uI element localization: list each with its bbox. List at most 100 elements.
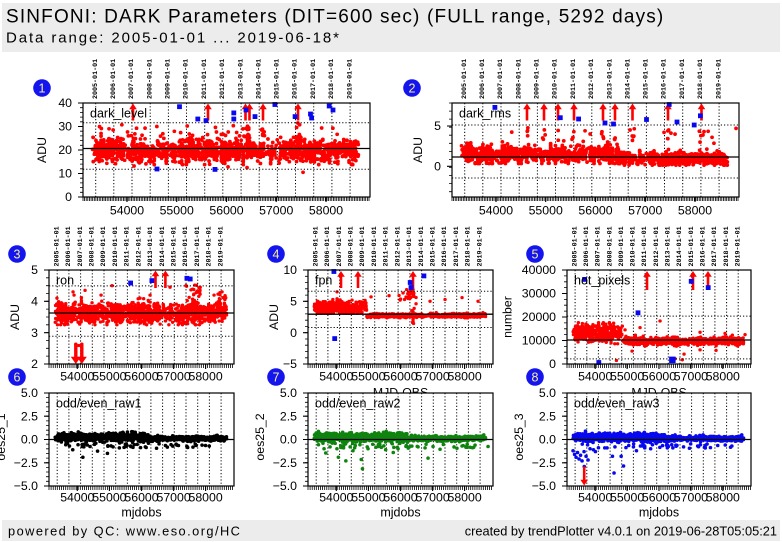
svg-text:3: 3 (14, 247, 21, 261)
svg-text:2015-01-01: 2015-01-01 (688, 226, 696, 266)
svg-text:2016-01-01: 2016-01-01 (441, 226, 449, 266)
svg-text:4: 4 (273, 247, 280, 261)
svg-text:55000: 55000 (351, 370, 385, 384)
svg-text:56000: 56000 (383, 491, 417, 505)
svg-text:3: 3 (31, 326, 38, 340)
svg-text:54000: 54000 (110, 204, 144, 218)
svg-text:oes25_3: oes25_3 (512, 413, 526, 460)
svg-text:2005-01-01: 2005-01-01 (571, 226, 579, 266)
svg-text:odd/even_raw2: odd/even_raw2 (315, 397, 401, 411)
svg-text:56000: 56000 (642, 491, 676, 505)
svg-text:2006-01-01: 2006-01-01 (65, 226, 73, 266)
svg-text:odd/even_raw1: odd/even_raw1 (56, 397, 142, 411)
svg-text:2005-01-01: 2005-01-01 (461, 59, 469, 99)
svg-text:30000: 30000 (522, 287, 556, 301)
svg-text:30: 30 (58, 120, 72, 134)
svg-text:6: 6 (14, 370, 21, 384)
svg-text:2016-01-01: 2016-01-01 (700, 226, 708, 266)
svg-text:55000: 55000 (92, 370, 126, 384)
svg-text:55000: 55000 (610, 370, 644, 384)
svg-text:2007-01-01: 2007-01-01 (595, 226, 603, 266)
svg-text:2012-01-01: 2012-01-01 (219, 59, 227, 99)
svg-text:20000: 20000 (522, 310, 556, 324)
svg-text:mjdobs: mjdobs (639, 506, 679, 520)
svg-text:54000: 54000 (578, 491, 612, 505)
svg-text:2018-01-01: 2018-01-01 (206, 226, 214, 266)
svg-text:2019-01-01: 2019-01-01 (476, 226, 484, 266)
svg-text:54000: 54000 (319, 491, 353, 505)
svg-text:55000: 55000 (160, 204, 194, 218)
svg-text:2018-01-01: 2018-01-01 (723, 226, 731, 266)
svg-text:2008-01-01: 2008-01-01 (515, 59, 523, 99)
svg-text:5: 5 (434, 119, 441, 133)
svg-text:58000: 58000 (188, 491, 222, 505)
svg-text:2: 2 (31, 357, 38, 371)
svg-text:2017-01-01: 2017-01-01 (453, 226, 461, 266)
svg-text:2007-01-01: 2007-01-01 (77, 226, 85, 266)
svg-text:55000: 55000 (610, 491, 644, 505)
svg-text:55000: 55000 (529, 204, 563, 218)
svg-text:2: 2 (409, 81, 416, 95)
svg-text:55000: 55000 (92, 491, 126, 505)
svg-text:56000: 56000 (124, 491, 158, 505)
svg-text:55000: 55000 (351, 491, 385, 505)
svg-text:2008-01-01: 2008-01-01 (89, 226, 97, 266)
svg-text:57000: 57000 (674, 491, 708, 505)
svg-text:2013-01-01: 2013-01-01 (237, 59, 245, 99)
svg-text:2009-01-01: 2009-01-01 (618, 226, 626, 266)
svg-text:2018-01-01: 2018-01-01 (697, 59, 705, 99)
svg-text:2010-01-01: 2010-01-01 (371, 226, 379, 266)
svg-text:−5.0: −5.0 (532, 479, 556, 493)
svg-text:ADU: ADU (411, 137, 425, 163)
svg-text:odd/even_raw3: odd/even_raw3 (574, 397, 660, 411)
svg-text:57000: 57000 (628, 204, 662, 218)
svg-text:2015-01-01: 2015-01-01 (430, 226, 438, 266)
svg-text:2007-01-01: 2007-01-01 (128, 59, 136, 99)
svg-text:2013-01-01: 2013-01-01 (606, 59, 614, 99)
svg-text:0.0: 0.0 (21, 433, 38, 447)
svg-text:58000: 58000 (188, 370, 222, 384)
svg-text:5: 5 (532, 247, 539, 261)
svg-text:2015-01-01: 2015-01-01 (171, 226, 179, 266)
svg-text:2017-01-01: 2017-01-01 (310, 59, 318, 99)
svg-text:2009-01-01: 2009-01-01 (100, 226, 108, 266)
svg-text:−5.0: −5.0 (273, 479, 297, 493)
svg-text:−5.0: −5.0 (14, 479, 38, 493)
svg-text:10: 10 (283, 263, 297, 277)
svg-text:2019-01-01: 2019-01-01 (217, 226, 225, 266)
svg-text:2005-01-01: 2005-01-01 (53, 226, 61, 266)
svg-text:2014-01-01: 2014-01-01 (624, 59, 632, 99)
svg-text:ron: ron (56, 274, 74, 288)
svg-text:58000: 58000 (706, 491, 740, 505)
svg-text:2017-01-01: 2017-01-01 (679, 59, 687, 99)
svg-text:57000: 57000 (415, 491, 449, 505)
svg-text:54000: 54000 (479, 204, 513, 218)
svg-text:2014-01-01: 2014-01-01 (159, 226, 167, 266)
svg-text:2010-01-01: 2010-01-01 (552, 59, 560, 99)
svg-text:2012-01-01: 2012-01-01 (135, 226, 143, 266)
svg-text:0: 0 (65, 190, 72, 204)
svg-text:56000: 56000 (383, 370, 417, 384)
svg-text:2006-01-01: 2006-01-01 (324, 226, 332, 266)
svg-text:40000: 40000 (522, 263, 556, 277)
svg-text:0: 0 (549, 357, 556, 371)
svg-text:2011-01-01: 2011-01-01 (570, 59, 578, 99)
svg-text:2011-01-01: 2011-01-01 (201, 59, 209, 99)
svg-text:57000: 57000 (674, 370, 708, 384)
svg-text:58000: 58000 (309, 204, 343, 218)
svg-text:2016-01-01: 2016-01-01 (661, 59, 669, 99)
svg-text:2011-01-01: 2011-01-01 (124, 226, 132, 266)
svg-text:2008-01-01: 2008-01-01 (606, 226, 614, 266)
svg-text:58000: 58000 (706, 370, 740, 384)
svg-text:2005-01-01: 2005-01-01 (92, 59, 100, 99)
svg-text:−2.5: −2.5 (273, 456, 297, 470)
svg-text:2018-01-01: 2018-01-01 (328, 59, 336, 99)
svg-text:−5: −5 (283, 357, 297, 371)
svg-text:54000: 54000 (578, 370, 612, 384)
svg-text:10000: 10000 (522, 334, 556, 348)
svg-text:8: 8 (532, 370, 539, 384)
svg-text:2006-01-01: 2006-01-01 (583, 226, 591, 266)
svg-text:2006-01-01: 2006-01-01 (110, 59, 118, 99)
svg-text:0.0: 0.0 (539, 433, 556, 447)
svg-text:2006-01-01: 2006-01-01 (479, 59, 487, 99)
